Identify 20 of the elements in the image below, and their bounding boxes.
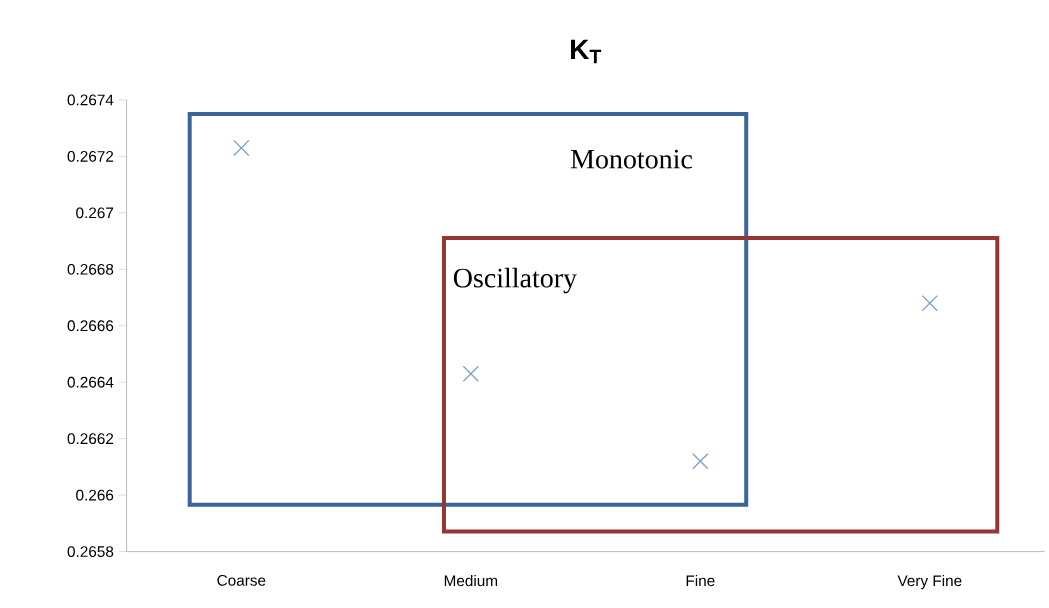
annotation: Monotonic	[570, 150, 693, 169]
y-tick-label: 0.2674	[67, 94, 114, 106]
y-tick-label: 0.2666	[67, 320, 114, 332]
chart-title: K$_{T}$	[571, 40, 602, 64]
x-tick-label: Medium	[444, 575, 498, 587]
y-tick-label: 0.2664	[67, 377, 114, 388]
y-tick-label: 0.266	[76, 489, 114, 501]
point	[692, 453, 709, 470]
x-tick-label: Fine	[686, 575, 715, 587]
y-tick-label: 0.2668	[67, 264, 114, 275]
point	[462, 365, 480, 383]
x-tick-label: Very Fine	[897, 575, 962, 590]
y-tick-label: 0.267	[76, 207, 114, 219]
y-tick-label: 0.2662	[67, 433, 114, 445]
y-tick-label: 0.2672	[67, 151, 114, 163]
x-tick-label: Coarse	[217, 575, 266, 586]
annotation: Oscillatory	[453, 268, 577, 294]
y-tick-label: 0.2658	[67, 546, 114, 558]
point	[921, 295, 939, 312]
point	[233, 139, 250, 157]
